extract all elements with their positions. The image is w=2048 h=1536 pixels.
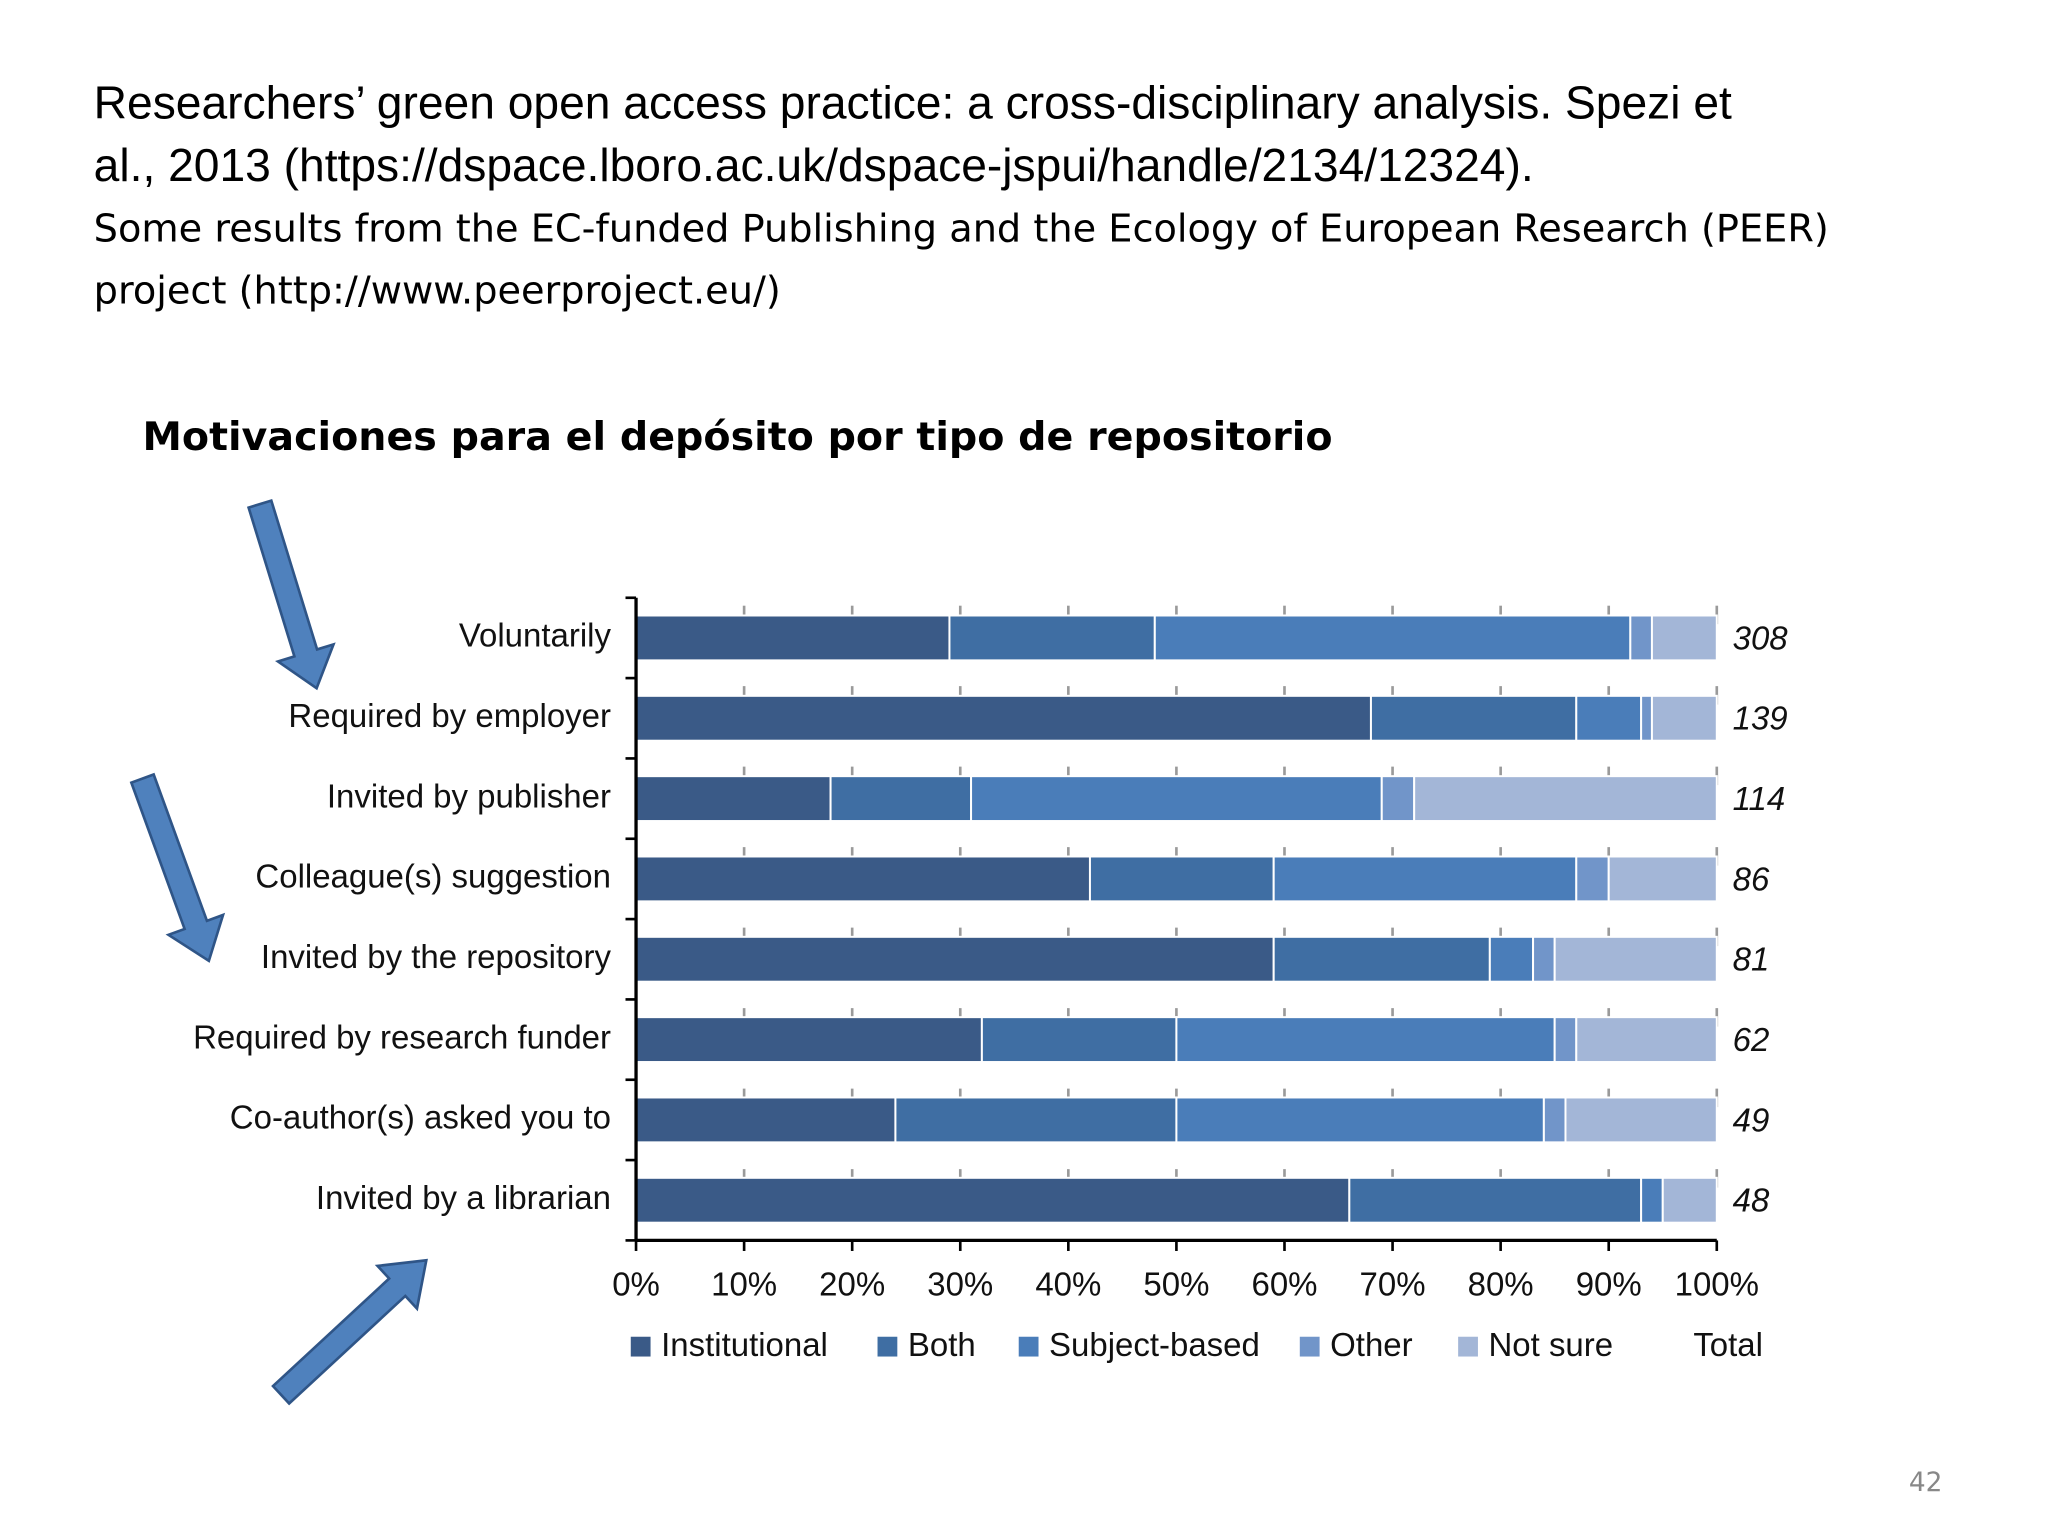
- bar-segment: [1369, 694, 1578, 742]
- bar-segment: [894, 1096, 1178, 1144]
- bar-segment: [1629, 614, 1653, 662]
- x-tick-label: 60%: [1251, 1265, 1317, 1302]
- x-tick-label: 70%: [1360, 1265, 1426, 1302]
- total-label: 62: [1733, 1021, 1770, 1058]
- bar-segment: [1532, 935, 1556, 983]
- bar-segment: [1553, 1016, 1578, 1064]
- bar-segment: [635, 1176, 1351, 1224]
- bar-segment: [1564, 1096, 1718, 1144]
- total-label: 48: [1733, 1182, 1770, 1219]
- bar-segment: [635, 935, 1275, 983]
- category-label: Invited by a librarian: [316, 1179, 611, 1216]
- bar-segment: [1488, 935, 1535, 983]
- category-label: Co-author(s) asked you to: [230, 1099, 611, 1136]
- legend-label: Institutional: [661, 1326, 828, 1363]
- header-subtitle: Some results from the EC-funded Publishi…: [94, 206, 1829, 251]
- bar-segment: [1088, 855, 1275, 903]
- bar-segment: [1272, 935, 1491, 983]
- x-tick-label: 80%: [1468, 1265, 1534, 1302]
- bar-segment: [1575, 855, 1610, 903]
- totals-label: Total: [1693, 1326, 1763, 1363]
- x-tick-label: 20%: [819, 1265, 885, 1302]
- bar-segment: [1553, 935, 1718, 983]
- legend-swatch: [1299, 1336, 1320, 1357]
- bar-segment: [635, 1016, 983, 1064]
- bar-segment: [980, 1016, 1178, 1064]
- legend-label: Subject-based: [1049, 1326, 1260, 1363]
- x-tick-label: 10%: [711, 1265, 777, 1302]
- header-title: Researchers’ green open access practice:…: [94, 77, 1732, 129]
- bar-segment: [635, 775, 832, 823]
- total-label: 86: [1733, 860, 1770, 897]
- bar-segment: [1542, 1096, 1567, 1144]
- header-subtitle: project (http://www.peerproject.eu/): [94, 269, 781, 314]
- legend-swatch: [1458, 1336, 1478, 1357]
- x-tick-label: 100%: [1675, 1265, 1759, 1302]
- legend-label: Not sure: [1488, 1326, 1613, 1363]
- total-label: 81: [1733, 941, 1770, 978]
- bar-segment: [970, 775, 1383, 823]
- total-label: 49: [1733, 1101, 1770, 1138]
- bar-segment: [1413, 775, 1718, 823]
- bar-segment: [1575, 1016, 1718, 1064]
- bar-segment: [1175, 1096, 1545, 1144]
- category-label: Invited by publisher: [327, 777, 611, 814]
- bar-segment: [1272, 855, 1578, 903]
- bar-segment: [1607, 855, 1718, 903]
- x-tick-label: 30%: [927, 1265, 993, 1302]
- bar-segment: [1153, 614, 1632, 662]
- arrow: [129, 772, 226, 963]
- bar-segment: [635, 1096, 897, 1144]
- bar-segment: [1348, 1176, 1643, 1224]
- header-title: al., 2013 (https://dspace.lboro.ac.uk/ds…: [94, 139, 1534, 191]
- bar-segment: [635, 855, 1091, 903]
- bar-segment: [1175, 1016, 1556, 1064]
- legend-swatch: [630, 1336, 651, 1357]
- legend-swatch: [877, 1336, 898, 1357]
- category-label: Required by research funder: [193, 1018, 611, 1055]
- x-tick-label: 0%: [612, 1265, 660, 1302]
- legend-swatch: [1018, 1336, 1039, 1357]
- category-label: Colleague(s) suggestion: [255, 858, 611, 895]
- bar-segment: [1650, 694, 1718, 742]
- bar-segment: [1640, 1176, 1664, 1224]
- bar-segment: [829, 775, 973, 823]
- category-label: Voluntarily: [459, 617, 612, 654]
- bar-segment: [1661, 1176, 1718, 1224]
- bar-segment: [635, 614, 951, 662]
- bar-segment: [1575, 694, 1643, 742]
- x-tick-label: 90%: [1576, 1265, 1642, 1302]
- bar-segment: [635, 694, 1372, 742]
- legend-label: Both: [908, 1326, 976, 1363]
- x-tick-label: 50%: [1143, 1265, 1209, 1302]
- total-label: 308: [1733, 619, 1789, 656]
- bar-segment: [1640, 694, 1653, 742]
- bar-segment: [948, 614, 1156, 662]
- arrow: [271, 1258, 428, 1406]
- x-tick-label: 40%: [1035, 1265, 1101, 1302]
- category-label: Required by employer: [288, 697, 611, 734]
- plot: 0% 10% 20% 30% 40% 50% 60% 70% 80% 90% 100% Volunta…: [193, 596, 1789, 1363]
- arrow: [246, 498, 336, 691]
- legend-label: Other: [1330, 1326, 1412, 1363]
- bar-segment: [1380, 775, 1416, 823]
- category-label: Invited by the repository: [261, 938, 612, 975]
- total-label: 139: [1733, 700, 1788, 737]
- page-number: 42: [1909, 1468, 1943, 1498]
- chart-title: Motivaciones para el depósito por tipo d…: [143, 414, 1333, 460]
- total-label: 114: [1733, 780, 1786, 817]
- bar-segment: [1650, 614, 1718, 662]
